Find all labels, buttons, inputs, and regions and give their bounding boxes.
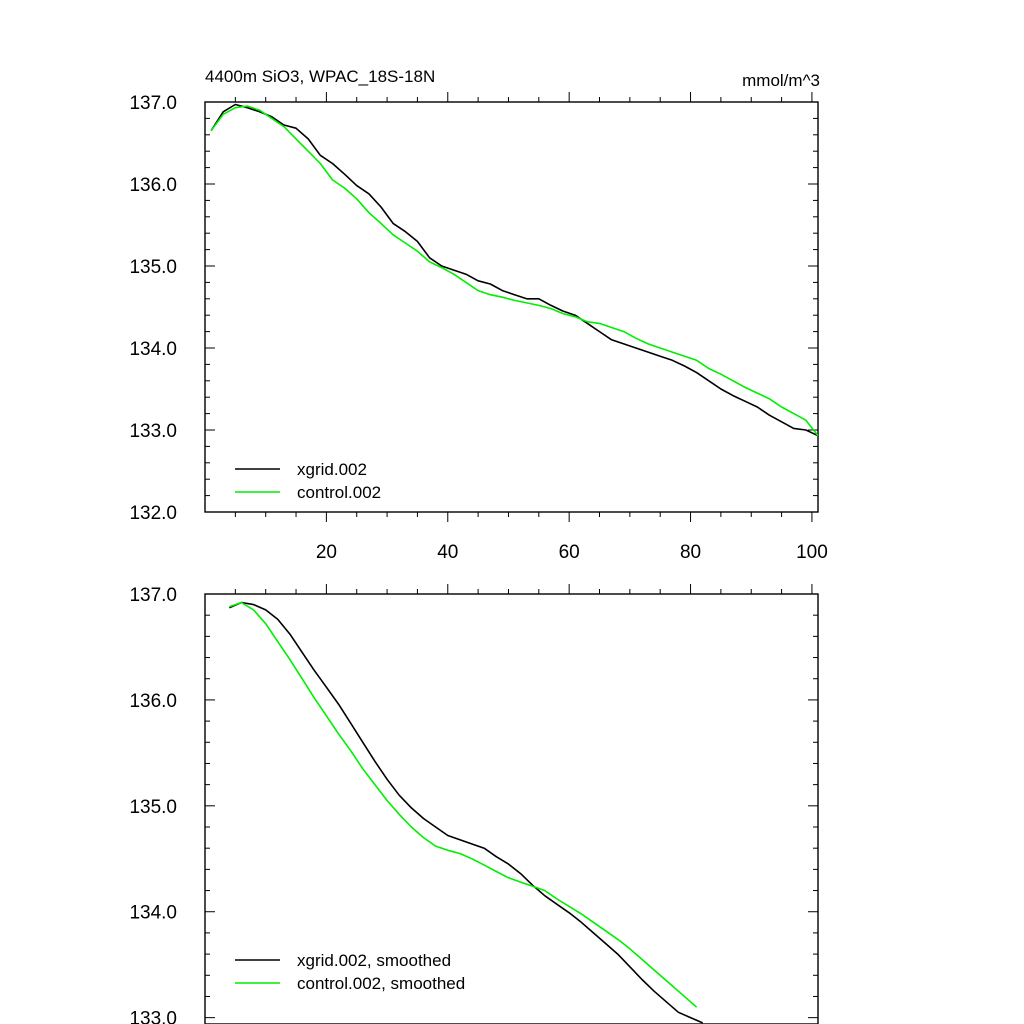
chart-title: 4400m SiO3, WPAC_18S-18N — [205, 67, 435, 86]
top-line-chart: 4400m SiO3, WPAC_18S-18N mmol/m^3 137.01… — [129, 67, 827, 563]
top-y-tick-labels: 137.0 136.0 135.0 134.0 133.0 132.0 — [129, 93, 177, 524]
top-x-tick-labels: 20 40 60 80 100 — [316, 542, 828, 563]
y-tick-label: 137.0 — [129, 585, 177, 606]
series-line — [229, 601, 698, 1008]
x-tick-label: 60 — [559, 542, 580, 563]
y-tick-label: 137.0 — [129, 93, 177, 114]
y-tick-label: 134.0 — [129, 903, 177, 924]
units-label: mmol/m^3 — [742, 71, 820, 90]
series-line — [210, 103, 818, 437]
bottom-line-chart: 137.0 136.0 135.0 134.0 133.0 xgrid.002, smo… — [129, 584, 819, 1024]
top-legend: xgrid.002 control.002 — [235, 460, 381, 502]
x-tick-label: 20 — [316, 542, 337, 563]
y-tick-label: 133.0 — [129, 1009, 177, 1024]
legend-label: xgrid.002 — [297, 460, 367, 479]
bottom-legend: xgrid.002, smoothed control.002, smoothed — [235, 951, 465, 993]
x-tick-label: 80 — [680, 542, 701, 563]
y-tick-label: 136.0 — [129, 691, 177, 712]
top-plot-frame — [204, 101, 819, 513]
bottom-series-lines — [228, 601, 704, 1024]
top-series-lines — [210, 103, 818, 437]
x-tick-label: 100 — [796, 542, 828, 563]
y-tick-label: 135.0 — [129, 797, 177, 818]
top-axis-ticks — [205, 92, 818, 522]
bottom-axis-ticks — [205, 584, 818, 1019]
y-tick-label: 136.0 — [129, 175, 177, 196]
series-line — [210, 105, 818, 437]
bottom-y-tick-labels: 137.0 136.0 135.0 134.0 133.0 — [129, 585, 177, 1024]
y-tick-label: 133.0 — [129, 421, 177, 442]
legend-label: control.002, smoothed — [297, 974, 465, 993]
x-tick-label: 40 — [437, 542, 458, 563]
y-tick-label: 132.0 — [129, 503, 177, 524]
y-tick-label: 134.0 — [129, 339, 177, 360]
bottom-plot-frame — [204, 593, 819, 1024]
y-tick-label: 135.0 — [129, 257, 177, 278]
series-line — [228, 601, 704, 1024]
legend-label: control.002 — [297, 483, 381, 502]
legend-label: xgrid.002, smoothed — [297, 951, 451, 970]
